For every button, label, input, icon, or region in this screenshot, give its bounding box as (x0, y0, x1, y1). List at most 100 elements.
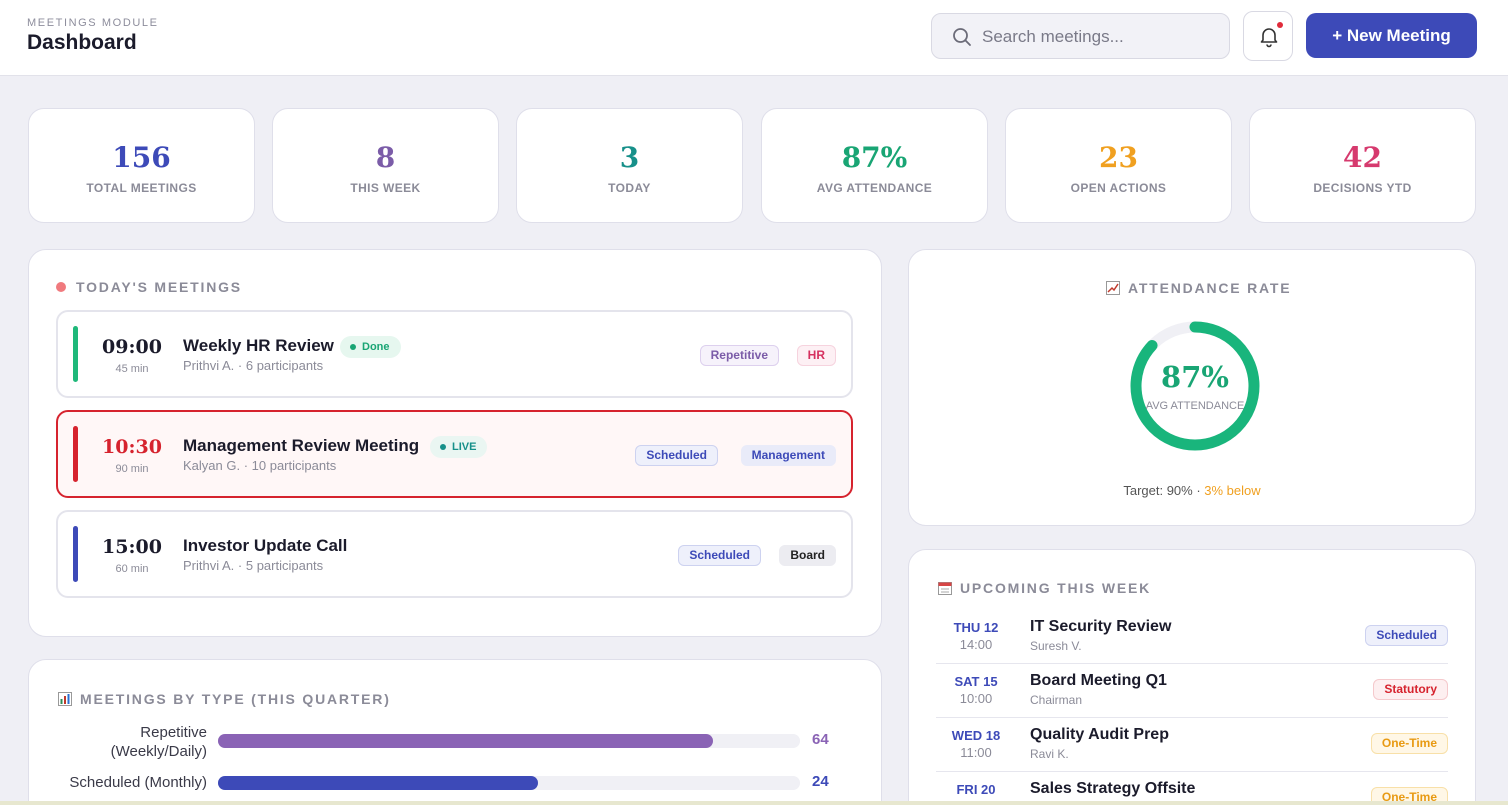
upcoming-title-text: Board Meeting Q1 (1030, 672, 1167, 689)
notification-dot (1277, 22, 1283, 28)
meeting-color-bar (73, 426, 78, 482)
meeting-duration: 45 min (115, 363, 149, 375)
type-bar-fill (218, 776, 539, 790)
search-icon (953, 28, 971, 46)
upcoming-organizer: Suresh V. (1030, 639, 1082, 653)
meeting-tag: Repetitive (699, 345, 779, 366)
meeting-meta: Kalyan G. · 10 participants (183, 458, 337, 473)
todays-meetings-panel: TODAY'S MEETINGS 09:00 45 min Weekly HR Re… (28, 249, 882, 637)
upcoming-title-text: IT Security Review (1030, 618, 1172, 635)
search-box[interactable] (931, 13, 1230, 59)
calendar-icon (938, 582, 952, 595)
meeting-tag: HR (796, 345, 836, 366)
upcoming-day: FRI 20 (956, 782, 996, 797)
type-label-line: Repetitive (140, 724, 207, 741)
type-count: 24 (812, 773, 829, 790)
stat-card[interactable]: 8 THIS WEEK (272, 108, 499, 223)
meeting-row[interactable]: 15:00 60 min Investor Update Call Prithvi A… (56, 510, 853, 598)
trend-chart-icon (1106, 281, 1120, 295)
upcoming-day: THU 12 (953, 620, 999, 635)
status-dot (440, 444, 446, 450)
status-text: Done (362, 341, 390, 353)
status-text: LIVE (452, 441, 477, 453)
meeting-color-bar (73, 526, 78, 582)
stat-card[interactable]: 156 TOTAL MEETINGS (28, 108, 255, 223)
upcoming-time: 14:00 (959, 637, 993, 652)
upcoming-title-text: Quality Audit Prep (1030, 726, 1169, 743)
meeting-title: Investor Update Call (183, 536, 348, 555)
bell-icon (1260, 28, 1278, 48)
meetings-by-type-title: MEETINGS BY TYPE (THIS QUARTER) (80, 691, 391, 707)
meeting-title: Weekly HR Review (183, 336, 334, 355)
upcoming-title: UPCOMING THIS WEEK (960, 580, 1152, 596)
meeting-tag: Board (779, 545, 836, 566)
type-bar-track (218, 776, 800, 790)
status-badge: Done (340, 336, 401, 358)
meeting-duration: 90 min (115, 463, 149, 475)
upcoming-day: SAT 15 (954, 674, 998, 689)
stat-value: 23 (1099, 141, 1138, 174)
attendance-target: Target: 90% · 3% below (909, 483, 1475, 498)
status-dot (350, 344, 356, 350)
meeting-tag: Scheduled (678, 545, 761, 566)
stat-value: 3 (619, 141, 640, 174)
stat-value: 87% (841, 141, 908, 174)
meeting-time: 10:30 (102, 436, 162, 458)
below-target-text: 3% below (1204, 483, 1261, 498)
stat-label: TODAY (608, 181, 651, 195)
upcoming-title-text: Sales Strategy Offsite (1030, 780, 1196, 797)
meeting-time: 15:00 (102, 536, 162, 558)
stat-card[interactable]: 23 OPEN ACTIONS (1005, 108, 1232, 223)
meeting-meta: Prithvi A. · 6 participants (183, 358, 324, 373)
stat-label: TOTAL MEETINGS (86, 181, 197, 195)
todays-meetings-title: TODAY'S MEETINGS (76, 279, 242, 295)
upcoming-row[interactable]: THU 12 14:00 IT Security Review Suresh V. Sc… (936, 610, 1448, 664)
attendance-value: 87% (1161, 360, 1229, 394)
attendance-ring-arc (1130, 321, 1260, 451)
upcoming-tag: One-Time (1370, 787, 1448, 805)
stat-label: OPEN ACTIONS (1070, 181, 1167, 195)
notifications-button[interactable] (1243, 11, 1293, 61)
bottom-edge (0, 801, 1508, 805)
meeting-color-bar (73, 326, 78, 382)
upcoming-organizer: Chairman (1030, 693, 1083, 707)
live-badge: LIVE (430, 436, 488, 458)
upcoming-row[interactable]: WED 18 11:00 Quality Audit Prep Ravi K. One-… (936, 718, 1448, 772)
type-label-line: Scheduled (Monthly) (69, 774, 207, 791)
attendance-title: ATTENDANCE RATE (1128, 280, 1292, 296)
top-bar: MEETINGS MODULE Dashboard + New Meeting (0, 0, 1508, 76)
type-bar-track (218, 734, 800, 748)
bar-chart-icon (58, 692, 72, 706)
stat-value: 42 (1343, 141, 1382, 174)
type-count: 64 (812, 731, 829, 748)
attendance-ring: 87% AVG ATTENDANCE (1125, 316, 1265, 456)
page-title: Dashboard (27, 31, 137, 54)
stat-card[interactable]: 87% AVG ATTENDANCE (761, 108, 988, 223)
stat-card[interactable]: 3 TODAY (516, 108, 743, 223)
upcoming-time: 10:00 (959, 691, 993, 706)
meeting-row[interactable]: 10:30 90 min Management Review Meeting Kaly… (56, 410, 853, 498)
stat-card[interactable]: 42 DECISIONS YTD (1249, 108, 1476, 223)
meeting-meta: Prithvi A. · 5 participants (183, 558, 324, 573)
live-indicator-icon (56, 282, 66, 292)
search-input[interactable] (982, 24, 1217, 50)
stat-label: DECISIONS YTD (1313, 181, 1412, 195)
new-meeting-button[interactable]: + New Meeting (1306, 13, 1477, 58)
stat-label: THIS WEEK (350, 181, 421, 195)
type-label: Scheduled (Monthly) (49, 773, 207, 792)
meeting-tag: Management (740, 445, 836, 466)
upcoming-day: WED 18 (951, 728, 1001, 743)
meeting-row[interactable]: 09:00 45 min Weekly HR Review Prithvi A. · … (56, 310, 853, 398)
meeting-duration: 60 min (115, 563, 149, 575)
upcoming-organizer: Ravi K. (1030, 747, 1069, 761)
module-label: MEETINGS MODULE (27, 17, 159, 29)
upcoming-row[interactable]: FRI 20 Sales Strategy Offsite One-Time (936, 772, 1448, 805)
meeting-tag: Scheduled (635, 445, 718, 466)
upcoming-tag: Scheduled (1365, 625, 1448, 646)
attendance-sublabel: AVG ATTENDANCE (1145, 400, 1245, 412)
upcoming-tag: One-Time (1370, 733, 1448, 754)
stat-value: 8 (375, 141, 396, 174)
upcoming-row[interactable]: SAT 15 10:00 Board Meeting Q1 Chairman Statu… (936, 664, 1448, 718)
type-label: Repetitive (Weekly/Daily) (49, 723, 207, 761)
type-bar-fill (218, 734, 713, 748)
